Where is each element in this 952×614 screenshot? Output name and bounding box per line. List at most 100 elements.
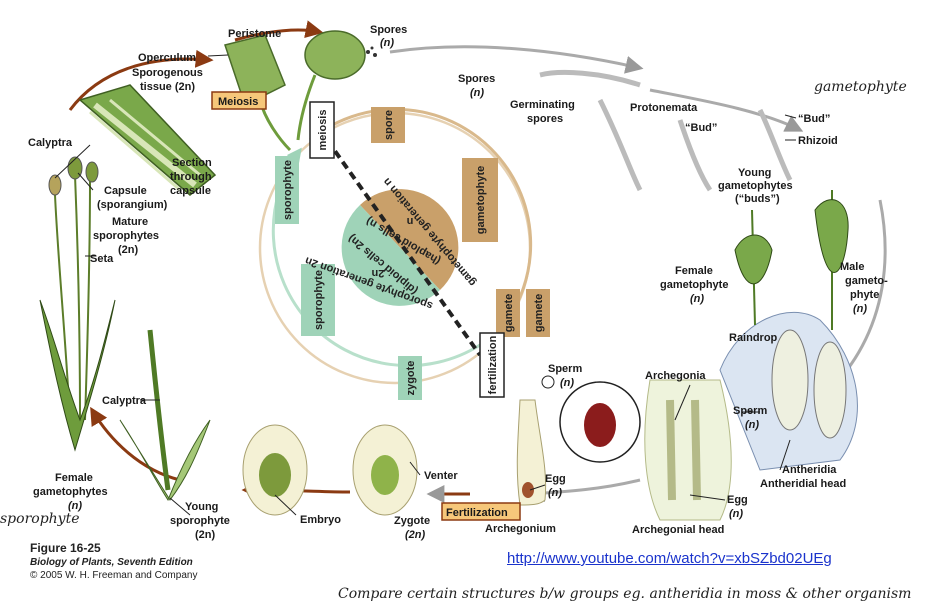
label-female-g1: Female: [675, 265, 713, 277]
cycle-zygote-box: zygote: [398, 356, 422, 400]
label-bud-right: “Bud”: [798, 113, 830, 125]
cycle-gamete2-box: gamete: [526, 289, 550, 337]
label-egg-right1: Egg: [727, 494, 748, 506]
cycle-meiosis-label: meiosis: [317, 110, 329, 151]
cycle-spore-label: spore: [383, 110, 395, 140]
cycle-fertilization-label: fertilization: [487, 335, 499, 394]
label-capsule1: Capsule: [104, 185, 147, 197]
label-female-gs2: gametophytes: [33, 486, 108, 498]
label-sperm-right2: (n): [745, 419, 759, 431]
label-antheridial-head: Antheridial head: [760, 478, 846, 490]
label-mature2: sporophytes: [93, 230, 159, 242]
cycle-sporophyte-upper-box: sporophyte: [275, 156, 299, 224]
label-peristome: Peristome: [228, 28, 281, 40]
label-capsule2: (sporangium): [97, 199, 168, 211]
male-gametophyte-illustration: [814, 190, 849, 330]
label-female-gs1: Female: [55, 472, 93, 484]
label-rhizoid: Rhizoid: [798, 135, 838, 147]
female-gametophyte-illustration: [734, 209, 773, 326]
figure-number: Figure 16-25: [30, 541, 101, 555]
copyright: © 2005 W. H. Freeman and Company: [30, 570, 198, 581]
label-operculum: Operculum: [138, 52, 196, 64]
label-male-g1: Male: [840, 261, 864, 273]
label-bud-mid: “Bud”: [685, 122, 717, 134]
cycle-2n: 2n: [371, 267, 384, 279]
label-sperm-right1: Sperm: [733, 405, 767, 417]
label-female-g2: gametophyte: [660, 279, 728, 291]
label-tissue: tissue (2n): [140, 81, 195, 93]
label-young-s1: Young: [185, 501, 218, 513]
label-germinating2: spores: [527, 113, 563, 125]
label-young-s2: sporophyte: [170, 515, 230, 527]
label-venter: Venter: [424, 470, 458, 482]
mature-sporophytes-illustration: [39, 156, 116, 452]
figure-caption: Figure 16-25 Biology of Plants, Seventh …: [30, 541, 197, 581]
young-sporophyte-illustration: [119, 329, 211, 502]
label-sperm-mid2: (n): [560, 377, 574, 389]
cycle-sporophyte-lower-box: sporophyte: [301, 264, 335, 336]
label-female-gs3: (n): [68, 500, 82, 512]
cycle-fertilization-box: fertilization: [479, 332, 505, 398]
meiosis-box: [211, 91, 267, 110]
label-section3: capsule: [170, 185, 211, 197]
label-zygote1: Zygote: [394, 515, 430, 527]
label-sporogenous: Sporogenous: [132, 67, 203, 79]
label-male-g4: (n): [853, 303, 867, 315]
archegonial-head-illustration: [644, 379, 732, 521]
label-antheridia: Antheridia: [782, 464, 837, 476]
cycle-meiosis-box: meiosis: [309, 101, 335, 159]
label-meiosis: Meiosis: [218, 96, 258, 108]
label-young-s3: (2n): [195, 529, 216, 541]
cycle-gametophyte-box: gametophyte: [462, 158, 498, 242]
cycle-sporophyte-lower-label: sporophyte: [313, 270, 325, 330]
label-embryo: Embryo: [300, 514, 341, 526]
label-spores-top: Spores: [370, 24, 407, 36]
protonemata-illustration: [539, 70, 793, 192]
label-fertilization: Fertilization: [446, 507, 508, 519]
label-egg-right2: (n): [729, 508, 743, 520]
label-male-g2: gameto-: [845, 275, 888, 287]
diagram-labels: Peristome Operculum Sporogenous tissue (…: [28, 24, 888, 541]
opened-capsule-illustration: [224, 30, 377, 152]
label-egg-mid1: Egg: [545, 473, 566, 485]
cycle-gametophyte-label: gametophyte: [475, 166, 487, 234]
embryo-illustration: [242, 424, 308, 516]
label-spores-top-n: (n): [380, 37, 394, 49]
label-protonemata: Protonemata: [630, 102, 698, 114]
label-germinating1: Germinating: [510, 99, 575, 111]
label-section1: Section: [172, 157, 212, 169]
label-section2: through: [170, 171, 212, 183]
antheridial-head-illustration: [719, 311, 858, 471]
label-young-g3: (“buds”): [735, 193, 780, 205]
label-young-g2: gametophytes: [718, 180, 793, 192]
cycle-n: n: [406, 215, 413, 227]
leader-lines: [54, 54, 797, 516]
label-sperm-mid1: Sperm: [548, 363, 582, 375]
archegonium-illustration: [516, 399, 547, 506]
cycle-spore-box: spore: [371, 107, 405, 143]
cycle-gamete2-label: gamete: [533, 294, 545, 333]
label-young-g1: Young: [738, 167, 771, 179]
label-spores-mid: Spores: [458, 73, 495, 85]
label-seta: Seta: [90, 253, 114, 265]
sperm-magnified-illustration: [541, 375, 641, 463]
cycle-gamete1-box: gamete: [496, 289, 520, 337]
handwritten-compare-note: Compare certain structures b/w groups eg…: [338, 586, 912, 602]
handwritten-sporophyte-note: sporophyte: [0, 511, 80, 527]
capsule-section-illustration: [78, 84, 217, 196]
label-mature3: (2n): [118, 244, 139, 256]
label-raindrop: Raindrop: [729, 332, 778, 344]
cycle-gamete1-label: gamete: [503, 294, 515, 333]
fertilization-box: [441, 502, 521, 521]
label-female-g3: (n): [690, 293, 704, 305]
label-calyptra-top: Calyptra: [28, 137, 73, 149]
cycle-sporophyte-upper-label: sporophyte: [282, 160, 294, 220]
label-archegonial-head: Archegonial head: [632, 524, 724, 536]
label-calyptra-bottom: Calyptra: [102, 395, 147, 407]
label-archegonium: Archegonium: [485, 523, 556, 535]
label-spores-mid-n: (n): [470, 87, 484, 99]
cycle-zygote-label: zygote: [405, 361, 417, 396]
youtube-link[interactable]: http://www.youtube.com/watch?v=xbSZbd02U…: [507, 550, 832, 567]
label-egg-mid2: (n): [548, 487, 562, 499]
